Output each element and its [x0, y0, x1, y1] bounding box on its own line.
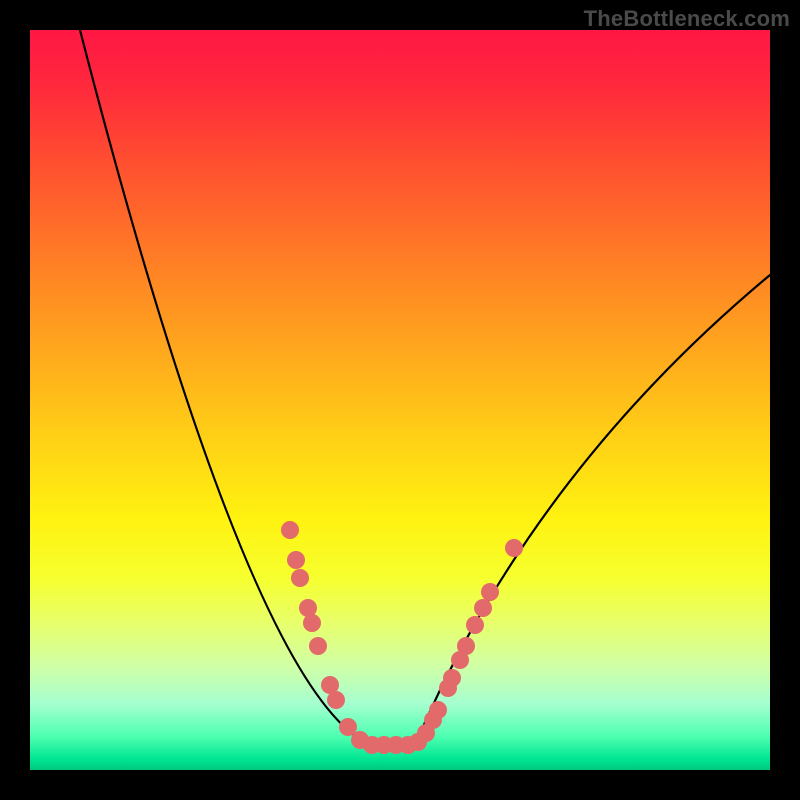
gradient-background: [30, 30, 770, 770]
data-marker: [474, 599, 492, 617]
data-marker: [287, 551, 305, 569]
data-marker: [443, 669, 461, 687]
data-marker: [327, 691, 345, 709]
data-marker: [281, 521, 299, 539]
bottleneck-chart: [0, 0, 800, 800]
chart-stage: TheBottleneck.com: [0, 0, 800, 800]
data-marker: [505, 539, 523, 557]
data-marker: [457, 637, 475, 655]
data-marker: [466, 616, 484, 634]
data-marker: [303, 614, 321, 632]
data-marker: [429, 701, 447, 719]
data-marker: [481, 583, 499, 601]
data-marker: [309, 637, 327, 655]
data-marker: [291, 569, 309, 587]
